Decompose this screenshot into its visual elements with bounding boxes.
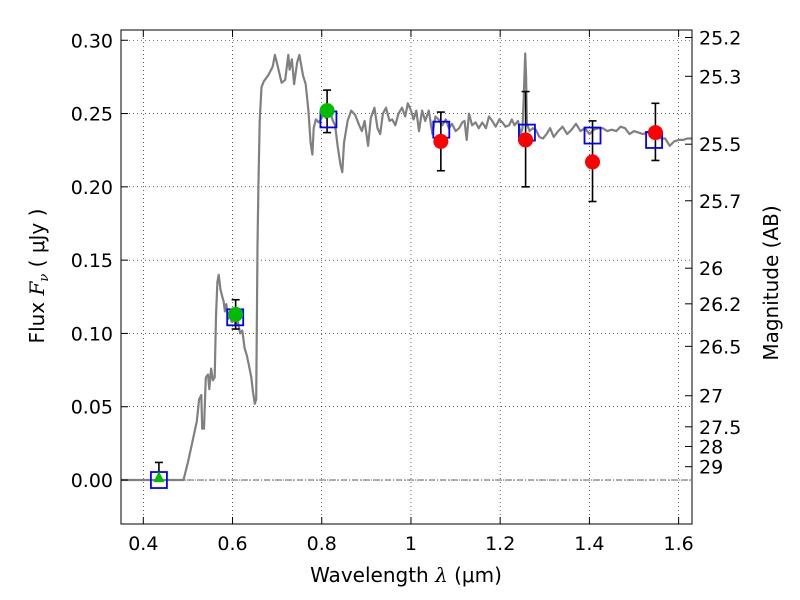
y-axis-label: Flux Fν ( μJy ): [25, 209, 52, 344]
y2-tick-label: 28: [699, 436, 723, 458]
x-tick-label: 1.6: [664, 533, 694, 555]
y-tick-label: 0.30: [71, 30, 113, 52]
green-detection-point: [228, 306, 244, 322]
y-tick-label: 0.00: [71, 470, 113, 492]
plot-frame: [120, 29, 693, 525]
y-tick-label: 0.25: [71, 104, 113, 126]
y2-tick-label: 27.5: [699, 417, 741, 439]
data-points: [153, 103, 663, 483]
x-axis-ticks: 0.4 0.6 0.8 1 1.2 1.4 1.6: [128, 30, 694, 555]
x-tick-label: 1.2: [485, 533, 515, 555]
x-tick-label: 0.4: [128, 533, 158, 555]
x-tick-label: 0.8: [307, 533, 337, 555]
x-tick-label: 0.6: [217, 533, 247, 555]
upper-limit-triangle: [153, 471, 165, 483]
red-detection-point: [647, 125, 663, 141]
y2-tick-label: 25.2: [699, 27, 741, 49]
x-tick-label: 1: [405, 533, 417, 555]
y2-tick-label: 26.5: [699, 336, 741, 358]
red-detection-point: [585, 154, 601, 170]
model-box-marker: [583, 126, 602, 145]
green-detection-point: [319, 103, 335, 119]
y-tick-label: 0.05: [71, 397, 113, 419]
y2-tick-label: 25.5: [699, 134, 741, 156]
y-tick-label: 0.15: [71, 250, 113, 272]
y2-tick-label: 27: [699, 386, 723, 408]
y2-tick-label: 25.3: [699, 66, 741, 88]
y-tick-label: 0.10: [71, 323, 113, 345]
x-axis-label: Wavelength λ (μm): [310, 563, 502, 587]
y2-tick-label: 26: [699, 258, 723, 280]
y2-tick-label: 25.7: [699, 191, 741, 213]
red-detection-point: [433, 133, 449, 149]
x-tick-label: 1.4: [574, 533, 604, 555]
y-axis-ticks: 0.00 0.05 0.10 0.15 0.20 0.25 0.30: [71, 30, 128, 492]
y2-axis-label: Magnitude (AB): [759, 205, 783, 360]
y-tick-label: 0.20: [71, 177, 113, 199]
y2-tick-label: 26.2: [699, 294, 741, 316]
red-detection-point: [518, 132, 534, 148]
y2-tick-label: 29: [699, 457, 723, 479]
